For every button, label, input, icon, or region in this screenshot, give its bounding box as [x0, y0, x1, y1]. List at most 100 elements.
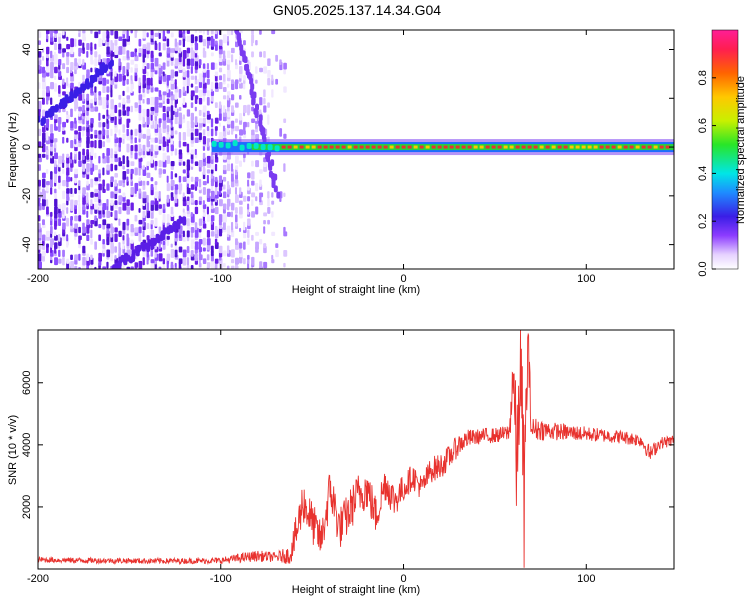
spectrogram-cell [38, 31, 42, 38]
spectrogram-cell [106, 147, 110, 156]
spectrogram-cell [118, 180, 123, 187]
spectrogram-cell [50, 259, 53, 264]
spectrogram-cell [206, 214, 210, 222]
spectrogram-cell [214, 238, 218, 245]
carrier-peak [641, 145, 646, 149]
spectrogram-cell [146, 108, 150, 117]
spectrogram-cell [86, 234, 90, 242]
spectrogram-cell [174, 58, 179, 67]
spectrogram-cell [190, 66, 193, 74]
spectrogram-cell [42, 234, 46, 242]
spectrogram-cell [283, 262, 286, 268]
spectrogram-cell [142, 165, 145, 170]
spectrogram-cell [58, 116, 62, 125]
spectrogram-cell [50, 187, 53, 195]
spectrogram-cell [94, 177, 99, 182]
colorbar-tick-label: 0.8 [697, 70, 709, 85]
spectrogram-cell [271, 259, 275, 264]
spectrogram-cell [98, 169, 101, 174]
spectrogram-cell [243, 134, 247, 139]
spectrogram-cell [90, 117, 94, 124]
colorbar-tick-label: 0.4 [697, 166, 709, 181]
spectrogram-cell [142, 210, 146, 218]
spectrogram-cell [222, 95, 227, 100]
spectrogram-cell [134, 71, 138, 76]
spectrogram-cell [82, 163, 86, 172]
spectrogram-cell [251, 118, 255, 123]
spectrogram-cell [235, 155, 239, 164]
spectrogram-cell [182, 161, 186, 166]
spectrogram-cell [86, 264, 90, 269]
spectrogram-cell [78, 93, 83, 101]
spectrogram-cell [222, 176, 227, 182]
spectrogram-cell [214, 186, 218, 196]
spectrogram-cell [142, 230, 145, 238]
spectrogram-cell [206, 39, 211, 46]
spectrogram-cell [146, 42, 151, 51]
spectrogram-cell [178, 246, 183, 253]
spectrogram-cell [86, 69, 90, 79]
spectrogram-cell [198, 196, 203, 201]
snr-frame [37, 329, 675, 570]
spectrogram-cell [243, 79, 246, 84]
spectrogram-cell [226, 83, 230, 88]
spectrogram-cell [74, 187, 77, 194]
spectrogram-cell [194, 176, 199, 182]
spectrogram-cell [222, 164, 227, 171]
spectrogram-cell [142, 74, 146, 82]
spectrogram-cell [90, 101, 93, 109]
spectrogram-cell [54, 231, 57, 237]
spectrogram-cell [98, 183, 102, 191]
spectrogram-cell [259, 261, 263, 269]
carrier-peak [647, 145, 652, 149]
spectrogram-cell [134, 152, 138, 160]
spectrogram-cell [54, 30, 58, 34]
spectrogram-cell [206, 69, 210, 79]
carrier-peak [545, 145, 550, 149]
spectrogram-cell [210, 121, 214, 128]
spectrogram-cell [90, 238, 93, 245]
spectrogram-cell [206, 113, 211, 120]
spectrogram-cell [110, 199, 114, 206]
spectrogram-cell [134, 31, 137, 38]
spectrogram-cell [202, 211, 206, 217]
spectrogram-cell [38, 59, 42, 66]
spectrogram-cell [58, 175, 61, 183]
spectrogram-cell [166, 74, 171, 81]
spectrogram-cell [110, 71, 113, 77]
spectrogram-cell [186, 218, 190, 227]
spectrogram-cell [210, 207, 215, 213]
spectrogram-cell [178, 47, 182, 54]
spectrogram-cell [255, 134, 260, 139]
spectrogram-cell [42, 81, 47, 90]
spectrogram-cell [114, 133, 117, 140]
spectrogram-cell [62, 153, 65, 159]
spectrogram-cell [226, 35, 229, 42]
spectrogram-cell [206, 191, 210, 198]
spectrogram-cell [178, 132, 182, 141]
spectrogram-cell [146, 97, 150, 105]
spectrogram-cell [218, 199, 223, 207]
spectrogram-cell [110, 211, 113, 218]
spectrogram-cell [94, 134, 98, 139]
spectrogram-cell [230, 54, 234, 63]
spectrogram-cell [98, 224, 102, 229]
spectrogram-cell [190, 58, 195, 67]
spectrogram-cell [102, 31, 107, 39]
spectrogram-cell [186, 230, 190, 238]
spectrogram-cell [126, 176, 129, 183]
spectrogram-ridge-cell [104, 64, 109, 72]
spectrogram-cell [218, 131, 223, 141]
spectrogram-cell [267, 69, 271, 78]
spectrogram-cell [142, 30, 147, 35]
spectrogram-cell [218, 39, 223, 46]
spectrogram-cell [158, 118, 162, 124]
spectrogram-cell [42, 132, 46, 141]
spectrogram-cell [239, 65, 243, 74]
spectrogram-cell [134, 214, 138, 222]
spectrogram-cell [186, 200, 190, 206]
spectrogram-cell [146, 77, 151, 86]
spectrogram-cell [239, 227, 242, 233]
carrier-peak [521, 145, 526, 149]
spectrogram-cell [263, 98, 266, 105]
